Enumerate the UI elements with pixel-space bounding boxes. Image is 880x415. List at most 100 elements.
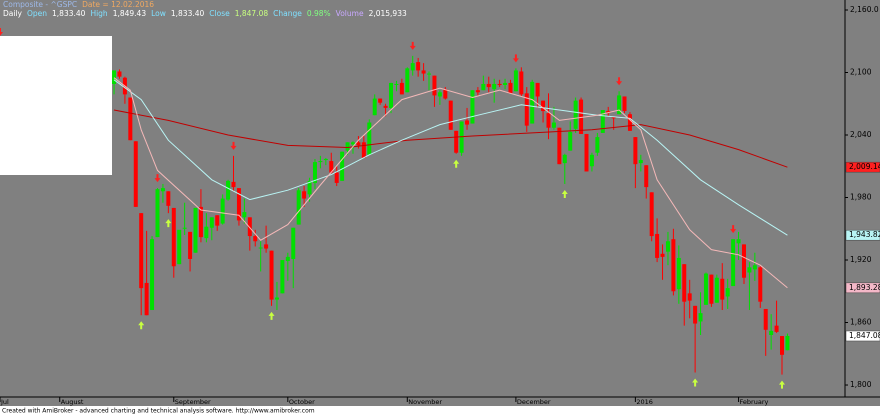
- candle-body: [627, 114, 632, 131]
- candle-body: [524, 93, 529, 126]
- y-tick-label: 1,800: [850, 380, 872, 389]
- candle-body: [780, 336, 785, 355]
- candle-body: [763, 308, 768, 330]
- candle-body: [535, 82, 540, 97]
- candle-body: [367, 122, 372, 155]
- candle-body: [568, 131, 573, 151]
- candle-body: [198, 206, 203, 238]
- candle-body: [231, 181, 236, 188]
- candle-body: [242, 212, 247, 218]
- buy-signal: [692, 378, 699, 387]
- header-item: Low: [151, 9, 166, 18]
- candle-body: [356, 142, 361, 146]
- value-marker: [845, 282, 880, 294]
- sell-signal: [230, 141, 237, 150]
- header-item: Volume: [336, 9, 364, 18]
- value-marker-label: 1,847.08: [849, 331, 880, 340]
- header: Composite - ^GSPC Date = 12.02.2016 Daily O…: [3, 0, 407, 18]
- header-item: 1,849.43: [113, 9, 147, 18]
- candle-body: [622, 96, 627, 112]
- candle-body: [703, 273, 708, 305]
- y-tick-label: 1,920: [850, 255, 872, 264]
- y-tick-label: 2,040: [850, 130, 872, 139]
- candle-body: [405, 68, 410, 93]
- candle-body: [709, 274, 714, 304]
- header-item: 0.98%: [307, 9, 331, 18]
- candle-body: [171, 207, 176, 267]
- candle-body: [117, 71, 122, 77]
- candle-body: [204, 226, 209, 239]
- buy-signal: [561, 189, 568, 198]
- candle-body: [150, 239, 155, 311]
- candle-body: [193, 207, 198, 253]
- axes: 2,160.0 2,100 2,040 1,980 1,920 1,860 1,800 Jul…: [0, 5, 880, 406]
- candle-body: [139, 213, 144, 289]
- candle-body: [741, 244, 746, 278]
- candle-body: [693, 305, 698, 324]
- moving-average: [113, 109, 788, 168]
- candle-body: [383, 105, 388, 108]
- candle-body: [144, 282, 149, 316]
- candle-body: [188, 231, 193, 259]
- sell-signal: [512, 54, 519, 63]
- footer-band: [0, 406, 880, 415]
- footer: Created with AmiBroker - advanced charti…: [2, 408, 315, 415]
- sell-signal: [730, 225, 737, 234]
- candle-body: [323, 158, 328, 161]
- buy-signal: [165, 219, 172, 228]
- candle-body: [410, 63, 415, 71]
- candle-body: [160, 188, 165, 192]
- header-item: 1,833.40: [52, 9, 86, 18]
- value-marker-label: 1,893.28: [849, 283, 880, 292]
- candle-body: [448, 100, 453, 130]
- candle-body: [182, 227, 187, 229]
- x-tick-label: 2016: [636, 398, 653, 406]
- candle-body: [318, 161, 323, 163]
- moving-average: [113, 79, 788, 236]
- x-tick-label: February: [740, 398, 769, 406]
- candle-body: [769, 330, 774, 336]
- candle-body: [660, 253, 665, 257]
- candle-body: [312, 162, 317, 183]
- header-item: Date = 12.02.2016: [82, 0, 154, 9]
- x-tick-label: December: [517, 398, 551, 406]
- candle-body: [361, 142, 366, 158]
- header-item: 1,847.08: [235, 9, 269, 18]
- candle-body: [579, 99, 584, 134]
- header-item: 2,015,933: [369, 9, 407, 18]
- header-item: Open: [27, 9, 47, 18]
- candle-body: [350, 142, 355, 145]
- candle-body: [731, 239, 736, 287]
- candle-body: [671, 239, 676, 292]
- header-item: Composite - ^GSPC: [3, 0, 77, 9]
- candle-body: [541, 100, 546, 112]
- candle-body: [226, 180, 231, 200]
- candle-body: [329, 161, 334, 173]
- candle-body: [649, 192, 654, 237]
- candle-body: [551, 122, 556, 128]
- y-tick-label: 1,980: [850, 193, 872, 202]
- candle-body: [492, 83, 497, 90]
- candle-body: [253, 236, 258, 242]
- candle-body: [437, 92, 442, 97]
- blank-panel: [0, 36, 112, 175]
- candle-body: [676, 257, 681, 290]
- candle-body: [345, 142, 350, 151]
- x-tick-label: October: [289, 398, 315, 406]
- plot-area: [0, 28, 790, 389]
- candle-body: [443, 89, 448, 99]
- candle-body: [307, 180, 312, 195]
- value-marker: [845, 161, 880, 173]
- candle-body: [128, 97, 133, 141]
- candle-body: [562, 154, 567, 164]
- candle-body: [503, 82, 508, 86]
- candle-body: [617, 95, 622, 115]
- candle-body: [486, 83, 491, 88]
- candle-body: [736, 239, 741, 244]
- candle-body: [236, 188, 241, 221]
- candle-body: [372, 98, 377, 116]
- candle-body: [758, 267, 763, 302]
- candle-body: [774, 325, 779, 332]
- candle-body: [600, 110, 605, 133]
- candle-body: [112, 70, 117, 84]
